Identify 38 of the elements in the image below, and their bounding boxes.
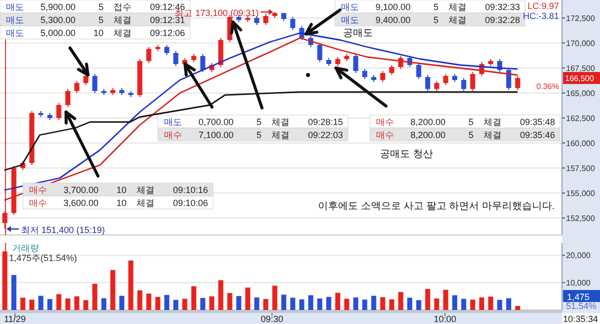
text: 10:35:34 — [562, 314, 598, 324]
text: 매도 5,000.00 10 체결 09:12:06 — [6, 28, 186, 38]
text: 매도 0,700.00 5 체결 09:28:15 — [164, 117, 344, 127]
text: 166,500 — [565, 74, 594, 83]
text: 매수 7,100.00 5 체결 09:22:03 — [164, 130, 344, 140]
text: 매도 5,300.00 5 체결 09:12:31 — [6, 15, 186, 25]
y-tick-label: 170,000 — [566, 38, 596, 48]
annotation: 최저 151,400 (15:19) — [20, 225, 105, 235]
y-tick-label: 155,000 — [566, 188, 596, 198]
x-tick-label: 09:30 — [260, 314, 284, 324]
text: 51.54% — [566, 301, 597, 311]
annotation: 0.36% — [536, 82, 559, 91]
annotation: 이후에도 소액으로 사고 팔고 하면서 마무리했습니다. — [318, 201, 555, 212]
x-tick-label: 11/29 — [4, 314, 26, 324]
text: 매도 9,400.00 5 체결 09:32:28 — [341, 15, 520, 25]
text: 매수 8,200.00 5 체결 09:35:48 — [376, 117, 556, 127]
y-tick-label: 172,500 — [566, 14, 596, 23]
text: 매수 8,200.00 5 체결 09:35:46 — [376, 130, 556, 140]
text: 매수 3,600.00 10 체결 09:10:06 — [29, 198, 208, 208]
annotation: 최고 173,100 (09:31) — [174, 8, 259, 18]
y-tick-label: 167,500 — [566, 64, 596, 73]
y-tick-label: 10,000 — [566, 278, 592, 288]
annotation: HC:-3.81 — [522, 11, 559, 21]
text: 매수 3,700.00 10 체결 09:10:16 — [29, 185, 208, 195]
y-tick-label: 157,500 — [566, 164, 596, 173]
y-tick-label: 20,000 — [566, 251, 592, 260]
chart-title: 거래량 — [12, 243, 39, 253]
y-tick-label: 162,500 — [566, 114, 596, 123]
annotation: LC:9.97 — [527, 1, 559, 11]
y-tick-label: 152,500 — [566, 214, 596, 223]
annotation: 공매도 — [343, 28, 373, 39]
text: 1,475주(51.54%) — [9, 253, 78, 263]
text: 1,475 — [567, 292, 590, 302]
y-tick-label: 160,000 — [566, 138, 596, 148]
x-tick-label: 10:00 — [434, 314, 456, 324]
y-tick-label: 165,000 — [566, 88, 596, 98]
annotation: 공매도 청산 — [380, 149, 433, 160]
text: 매도 9,100.00 5 체결 09:32:33 — [341, 2, 520, 12]
